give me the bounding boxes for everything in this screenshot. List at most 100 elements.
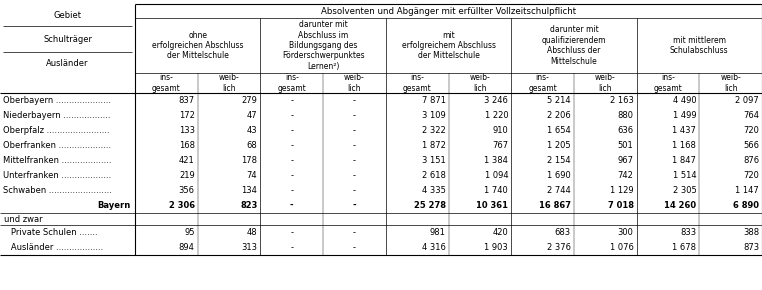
Text: Gebiet: Gebiet xyxy=(53,10,82,19)
Text: 837: 837 xyxy=(178,96,195,105)
Text: 3 246: 3 246 xyxy=(485,96,508,105)
Text: 2 744: 2 744 xyxy=(547,186,571,195)
Text: 1 690: 1 690 xyxy=(547,171,571,180)
Text: ins-
gesamt: ins- gesamt xyxy=(528,73,557,93)
Text: 873: 873 xyxy=(743,243,759,252)
Text: 894: 894 xyxy=(179,243,195,252)
Text: 1 384: 1 384 xyxy=(485,156,508,165)
Text: 2 097: 2 097 xyxy=(735,96,759,105)
Text: 279: 279 xyxy=(242,96,258,105)
Text: 3 109: 3 109 xyxy=(421,111,446,120)
Text: 6 890: 6 890 xyxy=(733,201,759,210)
Text: 501: 501 xyxy=(618,141,633,150)
Text: weib-
lich: weib- lich xyxy=(595,73,616,93)
Text: 1 847: 1 847 xyxy=(672,156,696,165)
Text: 2 618: 2 618 xyxy=(421,171,446,180)
Text: ohne
erfolgreichen Abschluss
der Mittelschule: ohne erfolgreichen Abschluss der Mittels… xyxy=(152,31,243,60)
Text: ins-
gesamt: ins- gesamt xyxy=(152,73,181,93)
Text: 833: 833 xyxy=(680,228,696,237)
Text: 133: 133 xyxy=(179,126,195,135)
Text: 356: 356 xyxy=(179,186,195,195)
Text: 25 278: 25 278 xyxy=(414,201,446,210)
Text: 388: 388 xyxy=(743,228,759,237)
Text: 823: 823 xyxy=(240,201,258,210)
Text: 1 903: 1 903 xyxy=(485,243,508,252)
Text: 1 147: 1 147 xyxy=(735,186,759,195)
Text: -: - xyxy=(353,126,356,135)
Text: -: - xyxy=(353,201,357,210)
Text: -: - xyxy=(353,186,356,195)
Text: 2 305: 2 305 xyxy=(673,186,696,195)
Text: ins-
gesamt: ins- gesamt xyxy=(403,73,431,93)
Text: darunter mit
qualifizierendem
Abschluss der
Mittelschule: darunter mit qualifizierendem Abschluss … xyxy=(542,26,606,66)
Text: 2 376: 2 376 xyxy=(547,243,571,252)
Text: 1 740: 1 740 xyxy=(485,186,508,195)
Text: -: - xyxy=(353,171,356,180)
Text: 2 154: 2 154 xyxy=(547,156,571,165)
Text: 68: 68 xyxy=(247,141,258,150)
Text: 720: 720 xyxy=(743,171,759,180)
Text: 168: 168 xyxy=(179,141,195,150)
Text: -: - xyxy=(353,156,356,165)
Text: 2 306: 2 306 xyxy=(168,201,195,210)
Text: 134: 134 xyxy=(242,186,258,195)
Text: 172: 172 xyxy=(179,111,195,120)
Text: 47: 47 xyxy=(247,111,258,120)
Text: -: - xyxy=(290,171,293,180)
Text: 421: 421 xyxy=(179,156,195,165)
Text: 74: 74 xyxy=(247,171,258,180)
Text: darunter mit
Abschluss im
Bildungsgang des
Förderschwerpunktes
Lernen²): darunter mit Abschluss im Bildungsgang d… xyxy=(282,20,364,71)
Text: -: - xyxy=(353,111,356,120)
Text: weib-
lich: weib- lich xyxy=(344,73,365,93)
Text: 3 151: 3 151 xyxy=(421,156,446,165)
Text: und zwar: und zwar xyxy=(4,215,43,224)
Text: 14 260: 14 260 xyxy=(664,201,696,210)
Text: 48: 48 xyxy=(247,228,258,237)
Text: mit
erfolgreichem Abschluss
der Mittelschule: mit erfolgreichem Abschluss der Mittelsc… xyxy=(402,31,495,60)
Text: 10 361: 10 361 xyxy=(476,201,508,210)
Text: mit mittlerem
Schulabschluss: mit mittlerem Schulabschluss xyxy=(670,36,728,55)
Text: Schwaben ........................: Schwaben ........................ xyxy=(3,186,112,195)
Text: 566: 566 xyxy=(743,141,759,150)
Text: 683: 683 xyxy=(555,228,571,237)
Text: weib-
lich: weib- lich xyxy=(720,73,741,93)
Text: 1 499: 1 499 xyxy=(673,111,696,120)
Text: Private Schulen .......: Private Schulen ....... xyxy=(3,228,98,237)
Text: Mittelfranken ...................: Mittelfranken ................... xyxy=(3,156,111,165)
Text: Absolventen und Abgänger mit erfüllter Vollzeitschulpflicht: Absolventen und Abgänger mit erfüllter V… xyxy=(321,6,576,15)
Text: 910: 910 xyxy=(492,126,508,135)
Text: 4 490: 4 490 xyxy=(673,96,696,105)
Text: Bayern: Bayern xyxy=(98,201,131,210)
Text: 1 168: 1 168 xyxy=(672,141,696,150)
Text: Oberfranken ....................: Oberfranken .................... xyxy=(3,141,111,150)
Text: -: - xyxy=(290,141,293,150)
Text: 2 322: 2 322 xyxy=(421,126,446,135)
Text: 43: 43 xyxy=(247,126,258,135)
Text: -: - xyxy=(290,126,293,135)
Text: ins-
gesamt: ins- gesamt xyxy=(654,73,682,93)
Text: 2 163: 2 163 xyxy=(610,96,633,105)
Text: 742: 742 xyxy=(618,171,633,180)
Text: 178: 178 xyxy=(242,156,258,165)
Text: weib-
lich: weib- lich xyxy=(469,73,490,93)
Text: 7 871: 7 871 xyxy=(421,96,446,105)
Text: -: - xyxy=(353,96,356,105)
Text: 1 220: 1 220 xyxy=(485,111,508,120)
Text: 420: 420 xyxy=(492,228,508,237)
Text: 95: 95 xyxy=(184,228,195,237)
Text: 981: 981 xyxy=(430,228,446,237)
Text: -: - xyxy=(290,96,293,105)
Text: 1 076: 1 076 xyxy=(610,243,633,252)
Text: 2 206: 2 206 xyxy=(547,111,571,120)
Text: 1 678: 1 678 xyxy=(672,243,696,252)
Text: -: - xyxy=(353,243,356,252)
Text: 764: 764 xyxy=(743,111,759,120)
Text: 636: 636 xyxy=(617,126,633,135)
Text: -: - xyxy=(290,228,293,237)
Text: 7 018: 7 018 xyxy=(607,201,633,210)
Text: ins-
gesamt: ins- gesamt xyxy=(277,73,306,93)
Text: -: - xyxy=(353,141,356,150)
Text: 1 872: 1 872 xyxy=(421,141,446,150)
Text: 1 094: 1 094 xyxy=(485,171,508,180)
Text: 16 867: 16 867 xyxy=(539,201,571,210)
